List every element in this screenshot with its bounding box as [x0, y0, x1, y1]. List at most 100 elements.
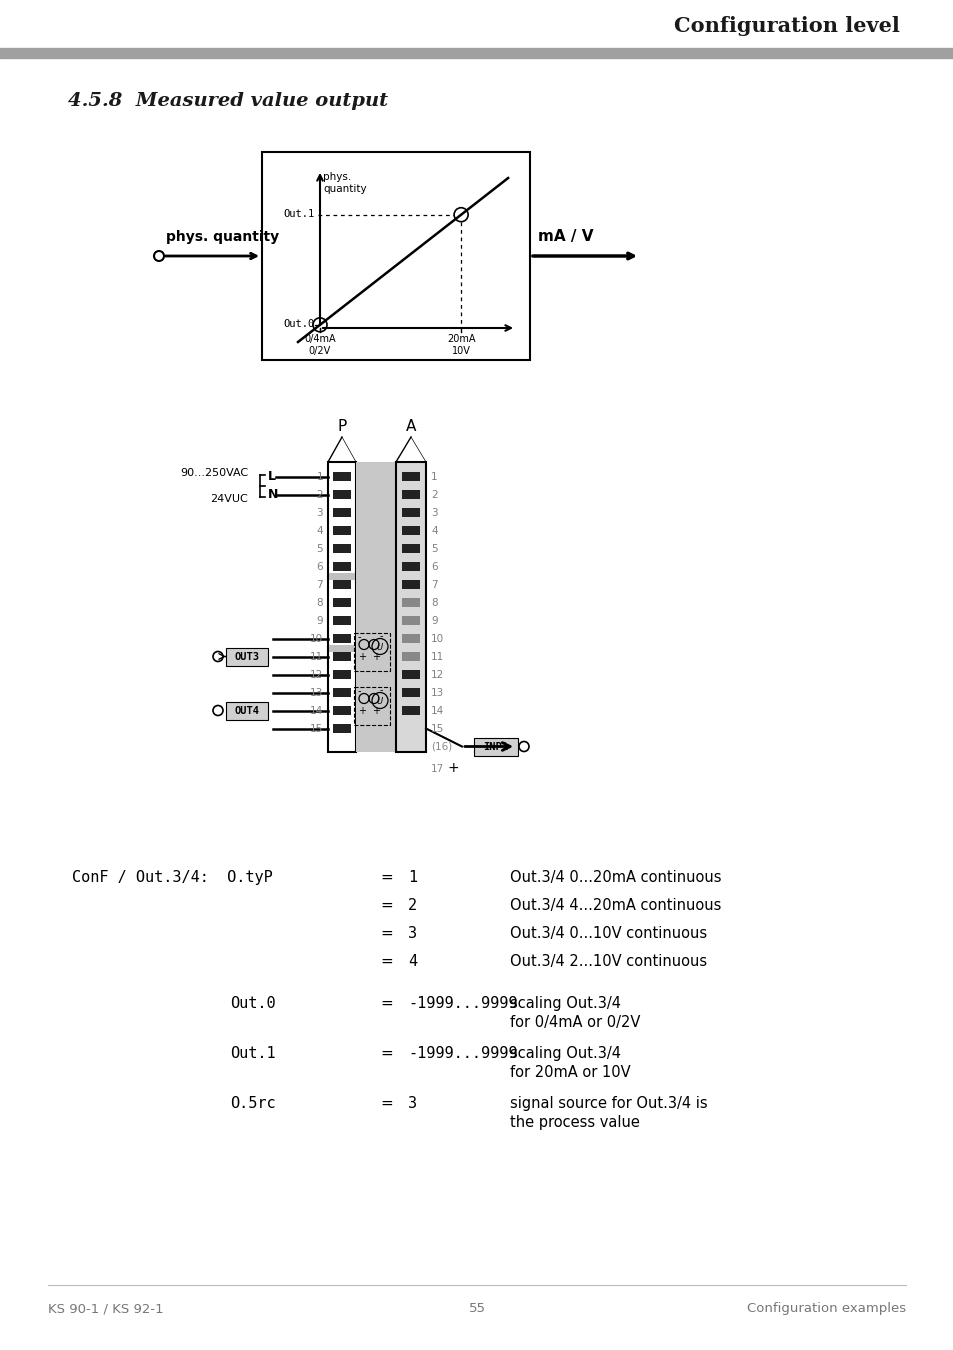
- Text: =: =: [379, 954, 393, 969]
- Text: 20mA
10V: 20mA 10V: [446, 333, 475, 355]
- Text: 9: 9: [431, 616, 437, 625]
- Text: =: =: [379, 996, 393, 1011]
- Text: 4: 4: [408, 954, 416, 969]
- Text: Configuration level: Configuration level: [674, 16, 899, 36]
- Bar: [333, 652, 351, 662]
- Bar: [328, 462, 355, 752]
- Text: (16): (16): [431, 741, 452, 752]
- Text: 3: 3: [408, 926, 416, 941]
- Text: INP1: INP1: [483, 741, 508, 752]
- Text: 14: 14: [310, 706, 323, 716]
- Text: 11: 11: [310, 652, 323, 662]
- Text: 6: 6: [431, 562, 437, 571]
- Text: 7: 7: [316, 579, 323, 590]
- Bar: [395, 462, 426, 752]
- Bar: [401, 508, 419, 517]
- Text: +: +: [448, 761, 459, 775]
- Text: Configuration examples: Configuration examples: [746, 1301, 905, 1315]
- Bar: [333, 598, 351, 608]
- Text: +: +: [372, 652, 379, 662]
- Bar: [262, 153, 530, 360]
- Bar: [333, 508, 351, 517]
- Text: phys.
quantity: phys. quantity: [323, 171, 366, 193]
- Text: OUT4: OUT4: [234, 706, 259, 716]
- Text: Out.3/4 2...10V continuous: Out.3/4 2...10V continuous: [510, 954, 706, 969]
- Text: Out.0: Out.0: [283, 319, 314, 329]
- Bar: [401, 670, 419, 679]
- Text: signal source for Out.3/4 is: signal source for Out.3/4 is: [510, 1096, 707, 1111]
- Text: 5: 5: [431, 544, 437, 554]
- Text: 10: 10: [310, 633, 323, 644]
- Text: 3: 3: [431, 508, 437, 517]
- Bar: [401, 472, 419, 481]
- Bar: [333, 724, 351, 733]
- Text: 1: 1: [408, 869, 416, 886]
- Text: Out.0: Out.0: [230, 996, 275, 1011]
- Text: the process value: the process value: [510, 1115, 639, 1130]
- Text: 10: 10: [431, 633, 444, 644]
- Bar: [401, 688, 419, 697]
- Bar: [354, 687, 390, 725]
- Text: Out.3/4 0...20mA continuous: Out.3/4 0...20mA continuous: [510, 869, 720, 886]
- Text: 8: 8: [431, 598, 437, 608]
- Text: N: N: [268, 487, 278, 501]
- Text: +: +: [357, 652, 366, 662]
- Text: Out.3/4 4...20mA continuous: Out.3/4 4...20mA continuous: [510, 898, 720, 913]
- Bar: [333, 616, 351, 625]
- Text: -: -: [379, 686, 383, 695]
- Text: U: U: [376, 697, 383, 706]
- Text: =: =: [379, 1046, 393, 1061]
- Bar: [401, 598, 419, 608]
- Text: -: -: [357, 633, 361, 643]
- Text: scaling Out.3/4: scaling Out.3/4: [510, 1046, 620, 1061]
- Bar: [401, 490, 419, 500]
- Bar: [226, 648, 268, 666]
- Text: O.5rc: O.5rc: [230, 1096, 275, 1111]
- Bar: [401, 598, 419, 608]
- Text: KS 90-1 / KS 92-1: KS 90-1 / KS 92-1: [48, 1301, 164, 1315]
- Text: =: =: [379, 869, 393, 886]
- Text: for 0/4mA or 0/2V: for 0/4mA or 0/2V: [510, 1015, 639, 1030]
- Text: 90...250VAC: 90...250VAC: [180, 467, 248, 478]
- Bar: [401, 652, 419, 662]
- Text: =: =: [379, 1096, 393, 1111]
- Bar: [333, 472, 351, 481]
- Bar: [401, 634, 419, 643]
- Bar: [333, 634, 351, 643]
- Text: 12: 12: [310, 670, 323, 679]
- Text: +: +: [357, 706, 366, 716]
- Text: =: =: [379, 898, 393, 913]
- Bar: [333, 526, 351, 535]
- Text: 12: 12: [431, 670, 444, 679]
- Bar: [333, 580, 351, 589]
- Bar: [401, 706, 419, 716]
- Text: 55: 55: [468, 1301, 485, 1315]
- Text: 13: 13: [431, 687, 444, 698]
- Text: +: +: [372, 706, 379, 716]
- Bar: [354, 633, 390, 671]
- Text: 11: 11: [431, 652, 444, 662]
- Text: 9: 9: [316, 616, 323, 625]
- Bar: [355, 462, 397, 752]
- Bar: [333, 688, 351, 697]
- Text: 13: 13: [310, 687, 323, 698]
- Bar: [333, 706, 351, 716]
- Text: A: A: [405, 418, 416, 433]
- Text: 2: 2: [316, 490, 323, 500]
- Text: 2: 2: [431, 490, 437, 500]
- Text: OUT3: OUT3: [234, 652, 259, 662]
- Bar: [226, 702, 268, 720]
- Bar: [401, 652, 419, 662]
- Text: 8: 8: [316, 598, 323, 608]
- Text: 4: 4: [316, 525, 323, 536]
- Text: 4.5.8  Measured value output: 4.5.8 Measured value output: [68, 92, 388, 109]
- Text: Out.1: Out.1: [283, 209, 314, 219]
- Bar: [329, 645, 355, 652]
- Text: for 20mA or 10V: for 20mA or 10V: [510, 1065, 630, 1080]
- Text: -: -: [379, 632, 383, 641]
- Text: 3: 3: [408, 1096, 416, 1111]
- Bar: [401, 544, 419, 554]
- Text: 4: 4: [431, 525, 437, 536]
- Text: -1999...9999: -1999...9999: [408, 1046, 517, 1061]
- Text: ConF / Out.3/4:  O.tyP: ConF / Out.3/4: O.tyP: [71, 869, 273, 886]
